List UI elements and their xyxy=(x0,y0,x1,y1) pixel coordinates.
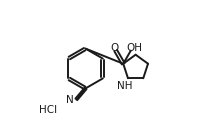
Text: HCl: HCl xyxy=(39,105,57,115)
Text: O: O xyxy=(110,43,118,53)
Text: NH: NH xyxy=(117,81,133,91)
Text: OH: OH xyxy=(126,43,142,53)
Text: N: N xyxy=(66,95,74,105)
